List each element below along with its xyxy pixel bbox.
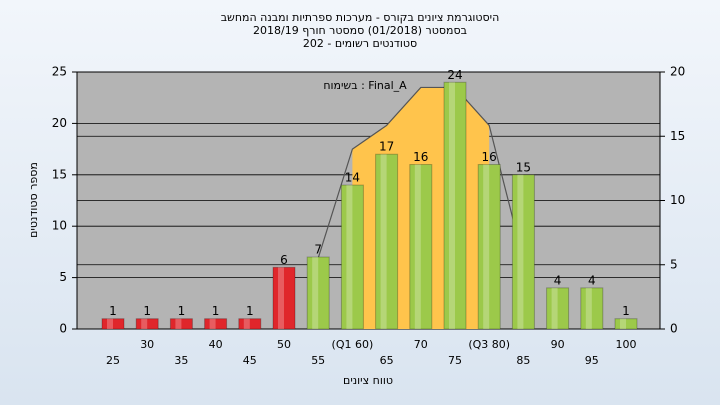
x-tick-label: 55 bbox=[311, 354, 325, 367]
data-label: 6 bbox=[280, 253, 288, 267]
data-label: 17 bbox=[379, 140, 394, 154]
annotation: בשימוח : Final_A bbox=[323, 79, 407, 92]
bar bbox=[511, 174, 535, 330]
title-line: היסטוגרמת ציונים בקורס - מערכות ספרתיות … bbox=[221, 11, 500, 24]
x-tick-label: 85 bbox=[516, 354, 530, 367]
y2-tick-label: 15 bbox=[670, 129, 685, 143]
x-tick-label: 25 bbox=[106, 354, 120, 367]
bar bbox=[135, 318, 159, 330]
bar-shine bbox=[141, 318, 148, 329]
bar-shine bbox=[107, 318, 113, 329]
bar bbox=[272, 266, 296, 330]
bar-shine bbox=[175, 318, 182, 329]
bar bbox=[238, 318, 262, 330]
y-tick-label: 0 bbox=[59, 322, 67, 336]
data-label: 16 bbox=[482, 150, 497, 164]
bar bbox=[546, 287, 570, 330]
bar-shine bbox=[483, 164, 490, 329]
y2-tick-label: 20 bbox=[670, 65, 685, 79]
bar-shine bbox=[517, 174, 524, 329]
data-label: 16 bbox=[413, 150, 428, 164]
x-tick-label: 40 bbox=[209, 338, 223, 351]
data-label: 1 bbox=[622, 304, 630, 318]
bar-shine bbox=[449, 82, 455, 329]
y-tick-label: 25 bbox=[52, 65, 67, 79]
x-axis-label: טווח ציונים bbox=[343, 374, 393, 387]
data-label: 1 bbox=[143, 304, 151, 318]
x-tick-label: 35 bbox=[174, 354, 188, 367]
bar-shine bbox=[209, 318, 216, 329]
x-tick-label: 45 bbox=[243, 354, 257, 367]
x-tick-label: (Q3 80) bbox=[468, 338, 510, 351]
bar bbox=[169, 318, 193, 330]
x-tick-label: 65 bbox=[380, 354, 394, 367]
y-tick-label: 5 bbox=[59, 270, 67, 284]
bar bbox=[580, 287, 604, 330]
bar bbox=[443, 81, 467, 330]
bar bbox=[340, 184, 364, 330]
bar bbox=[101, 318, 125, 330]
y-tick-label: 20 bbox=[52, 116, 67, 130]
title-line: סטודנטים רשומים - 202 bbox=[303, 37, 417, 50]
bar-shine bbox=[414, 164, 421, 329]
bar bbox=[409, 164, 433, 330]
bar bbox=[375, 153, 399, 330]
y-tick-label: 10 bbox=[52, 219, 67, 233]
bar-shine bbox=[585, 287, 592, 329]
x-tick-label: 75 bbox=[448, 354, 462, 367]
y2-tick-label: 5 bbox=[670, 257, 678, 271]
data-label: 7 bbox=[314, 243, 322, 257]
y2-tick-label: 10 bbox=[670, 193, 685, 207]
bar bbox=[306, 256, 330, 330]
bar bbox=[477, 164, 501, 330]
data-label: 4 bbox=[554, 273, 562, 287]
bar-shine bbox=[620, 318, 626, 329]
x-tick-label: 30 bbox=[140, 338, 154, 351]
bar-shine bbox=[312, 257, 319, 329]
data-label: 15 bbox=[516, 160, 531, 174]
data-label: 1 bbox=[109, 304, 117, 318]
x-tick-label: (Q1 60) bbox=[332, 338, 374, 351]
curve bbox=[317, 86, 524, 261]
y-tick-label: 15 bbox=[52, 167, 67, 181]
bar bbox=[204, 318, 228, 330]
title-line: בסמסטר (01/2018) סמסטר חורף 2018/19 bbox=[253, 24, 467, 37]
bar-shine bbox=[551, 287, 558, 329]
x-tick-label: 90 bbox=[551, 338, 565, 351]
data-label: 14 bbox=[345, 171, 360, 185]
bar bbox=[614, 318, 638, 330]
y-axis-label: מספר סטודנטים bbox=[27, 162, 40, 238]
bar-shine bbox=[243, 318, 250, 329]
data-label: 1 bbox=[178, 304, 186, 318]
x-tick-label: 50 bbox=[277, 338, 291, 351]
data-label: 1 bbox=[246, 304, 254, 318]
x-tick-label: 95 bbox=[585, 354, 599, 367]
x-tick-label: 100 bbox=[616, 338, 637, 351]
bar-shine bbox=[380, 154, 387, 329]
bar-shine bbox=[346, 185, 353, 329]
bar-shine bbox=[278, 267, 284, 329]
data-label: 4 bbox=[588, 273, 596, 287]
data-label: 24 bbox=[447, 68, 462, 82]
y2-tick-label: 0 bbox=[670, 322, 678, 336]
data-label: 1 bbox=[212, 304, 220, 318]
x-tick-label: 70 bbox=[414, 338, 428, 351]
